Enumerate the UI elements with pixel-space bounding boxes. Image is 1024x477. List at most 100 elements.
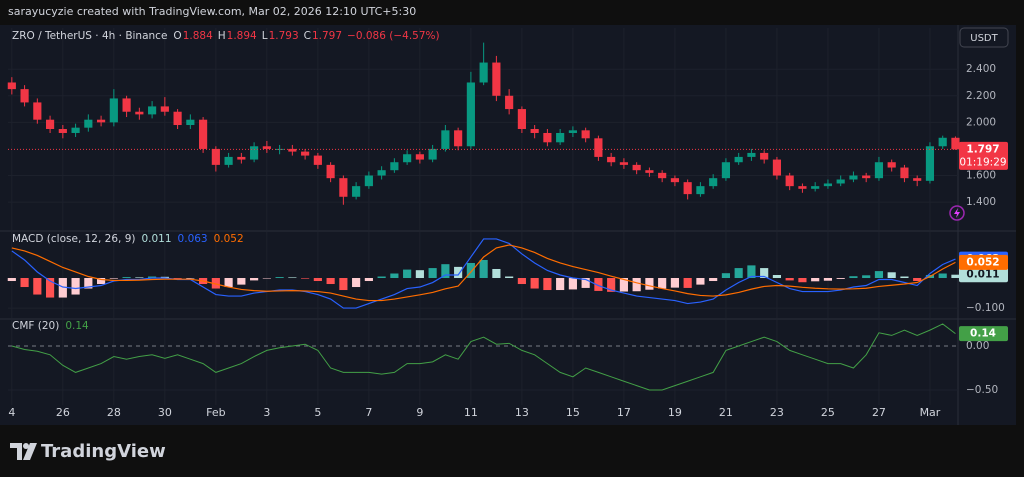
candle-body	[619, 162, 628, 165]
macd-line	[11, 238, 956, 309]
histogram-bar	[352, 278, 361, 288]
histogram-bar	[607, 278, 616, 292]
candle-body	[33, 102, 42, 120]
candle-body	[683, 182, 692, 195]
candle-body	[823, 183, 833, 187]
x-tick-label: 7	[365, 406, 372, 419]
histogram-bar	[466, 262, 475, 279]
histogram-bar	[543, 278, 552, 291]
logo-text: TradingView	[41, 441, 166, 462]
candle-body	[199, 119, 208, 149]
cmf-axis-label: 0.14	[970, 328, 996, 340]
candle-body	[887, 162, 896, 168]
histogram-bar	[415, 270, 424, 279]
candle-body	[556, 132, 565, 143]
candle-body	[415, 154, 424, 160]
histogram-bar	[568, 278, 577, 290]
candle-body	[428, 148, 437, 160]
histogram-bar	[696, 278, 705, 285]
histogram-bar	[97, 278, 106, 285]
x-tick-label: 17	[617, 406, 631, 419]
candle-body	[173, 111, 182, 126]
candle-body	[262, 146, 271, 149]
x-tick-label: 30	[158, 406, 172, 419]
histogram-bar	[33, 278, 42, 295]
histogram-bar	[849, 276, 858, 279]
macd-line	[11, 244, 956, 302]
last-price-label: 1.797	[966, 143, 999, 155]
candle-body	[403, 154, 412, 163]
histogram-bar	[160, 276, 169, 279]
histogram-bar	[454, 266, 463, 279]
histogram-bar	[619, 278, 628, 292]
chart-panel	[0, 25, 1016, 425]
histogram-bar	[390, 273, 399, 279]
histogram-bar	[262, 278, 271, 279]
macd-axis-label: 0.052	[966, 256, 999, 268]
histogram-bar	[364, 278, 373, 282]
candle-body	[326, 164, 335, 179]
candle-body	[938, 137, 947, 147]
histogram-bar	[823, 278, 833, 281]
histogram-bar	[492, 268, 501, 279]
histogram-bar	[900, 276, 909, 279]
candle-body	[951, 137, 960, 150]
histogram-bar	[71, 278, 80, 295]
histogram-bar	[658, 278, 667, 289]
histogram-bar	[556, 278, 565, 291]
histogram-bar	[951, 274, 960, 279]
legend-title: CMF (20)	[12, 320, 59, 332]
alert-icon[interactable]	[949, 205, 965, 221]
histogram-bar	[441, 264, 450, 279]
candle-body	[670, 178, 679, 183]
x-tick-label: 23	[770, 406, 784, 419]
candle-body	[747, 152, 756, 157]
legend-value: 0.011	[141, 233, 171, 245]
candle-body	[568, 130, 577, 133]
histogram-bar	[211, 278, 220, 289]
x-tick-label: 5	[314, 406, 321, 419]
candle-body	[160, 106, 169, 112]
histogram-bar	[122, 277, 131, 279]
candle-body	[836, 179, 845, 184]
x-tick-label: 25	[821, 406, 835, 419]
x-tick-label: Feb	[206, 406, 225, 419]
histogram-bar	[517, 278, 526, 285]
currency-button[interactable]	[959, 27, 1009, 48]
candle-body	[301, 151, 310, 156]
candle-body	[390, 162, 399, 171]
histogram-bar	[709, 278, 718, 282]
histogram-bar	[632, 278, 641, 292]
legend-value: 1.884	[183, 30, 213, 42]
histogram-bar	[84, 278, 93, 289]
histogram-bar	[403, 269, 412, 279]
legend-value: 1.894	[227, 30, 257, 42]
logo	[10, 443, 37, 460]
histogram-bar	[135, 277, 144, 279]
candle-body	[58, 129, 67, 133]
histogram-bar	[505, 276, 514, 279]
candle-body	[313, 155, 322, 165]
legend-value: 1.797	[312, 30, 342, 42]
candle-body	[900, 167, 909, 179]
candle-body	[377, 170, 386, 176]
histogram-bar	[747, 265, 756, 279]
histogram-bar	[148, 276, 157, 279]
histogram-bar	[20, 278, 29, 288]
x-tick-label: 28	[107, 406, 121, 419]
legend-change: −0.086 (−4.57%)	[347, 30, 440, 42]
histogram-bar	[186, 278, 195, 279]
histogram-bar	[734, 268, 743, 279]
histogram-bar	[58, 278, 67, 298]
candle-body	[581, 130, 590, 139]
currency-label[interactable]: USDT	[970, 33, 998, 44]
candle-body	[530, 129, 539, 133]
histogram-bar	[913, 278, 922, 282]
histogram-bar	[250, 278, 259, 281]
candle-body	[645, 170, 654, 173]
histogram-bar	[862, 275, 871, 279]
candle-body	[71, 127, 80, 133]
x-tick-label: 26	[56, 406, 70, 419]
